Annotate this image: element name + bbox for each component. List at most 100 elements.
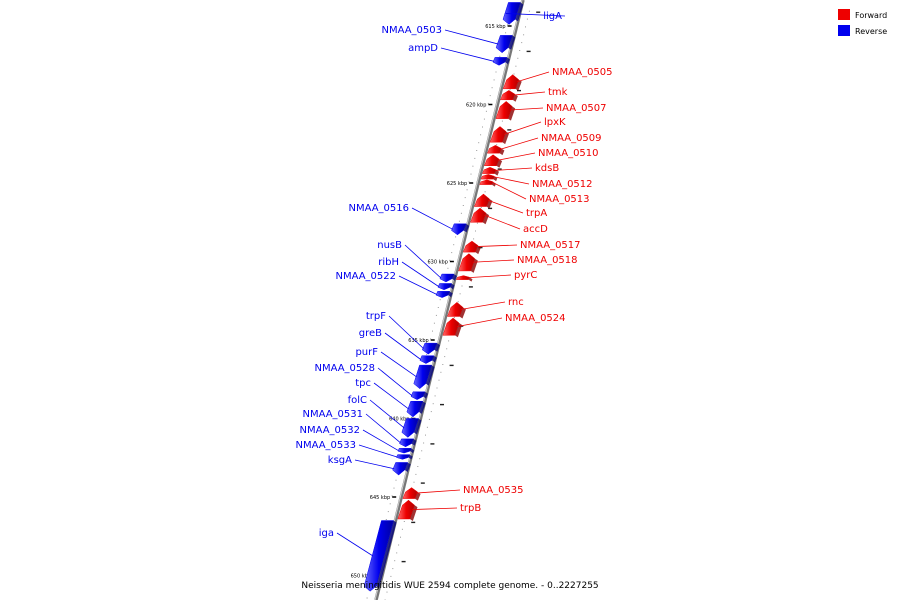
gene-NMAA_0528[interactable] — [410, 391, 429, 400]
gene-iga[interactable] — [363, 520, 397, 592]
gene-label[interactable]: tmk — [548, 87, 568, 98]
gene-label[interactable]: NMAA_0528 — [314, 363, 375, 374]
gene-block[interactable] — [484, 154, 500, 166]
gene-block[interactable] — [419, 355, 435, 364]
gene-block[interactable] — [435, 291, 450, 298]
gene-label[interactable]: folC — [348, 395, 367, 406]
gene-kdsB[interactable] — [482, 167, 500, 176]
gene-block[interactable] — [442, 317, 460, 336]
gene-greB[interactable] — [419, 355, 437, 364]
gene-label[interactable]: ksgA — [328, 455, 352, 466]
gene-NMAA_0509[interactable] — [487, 145, 505, 156]
gene-label[interactable]: ligA — [543, 11, 562, 22]
gene-label[interactable]: trpB — [460, 503, 481, 514]
gene-block[interactable] — [439, 273, 455, 283]
gene-NMAA_0522[interactable] — [435, 291, 453, 298]
gene-block[interactable] — [402, 487, 418, 499]
minor-tick-dot — [387, 511, 389, 513]
gene-label[interactable]: pyrC — [514, 270, 537, 281]
gene-label[interactable]: NMAA_0503 — [381, 25, 442, 36]
gene-block[interactable] — [474, 193, 490, 207]
gene-accD[interactable] — [470, 207, 490, 225]
gene-label[interactable]: nusB — [377, 240, 402, 251]
gene-label[interactable]: NMAA_0522 — [335, 271, 396, 282]
gene-label[interactable]: ribH — [378, 257, 399, 268]
gene-label[interactable]: purF — [355, 347, 378, 358]
gene-label[interactable]: accD — [523, 224, 548, 235]
gene-NMAA_0505[interactable] — [502, 74, 522, 91]
gene-label[interactable]: NMAA_0535 — [463, 485, 524, 496]
gene-NMAA_0512[interactable] — [480, 174, 498, 182]
gene-NMAA_0535[interactable] — [402, 487, 421, 501]
gene-NMAA_0516[interactable] — [451, 223, 470, 236]
gene-lpxK[interactable] — [489, 126, 510, 145]
gene-block[interactable] — [500, 90, 516, 101]
gene-trpF[interactable] — [421, 342, 440, 355]
gene-block[interactable] — [410, 391, 426, 400]
gene-label[interactable]: iga — [319, 528, 334, 539]
gene-block[interactable] — [396, 454, 410, 460]
gene-block[interactable] — [482, 167, 497, 174]
gene-label[interactable]: kdsB — [535, 163, 559, 174]
gene-NMAA_0510[interactable] — [484, 154, 503, 168]
gene-label[interactable]: NMAA_0524 — [505, 313, 566, 324]
gene-block[interactable] — [462, 240, 479, 253]
gene-block[interactable] — [421, 342, 438, 355]
minor-tick-dot — [437, 307, 439, 308]
gene-block[interactable] — [363, 520, 394, 592]
gene-ribH[interactable] — [437, 283, 455, 291]
gene-NMAA_0531[interactable] — [399, 438, 417, 448]
legend-label-reverse: Reverse — [855, 27, 887, 36]
gene-block[interactable] — [489, 126, 507, 143]
gene-block[interactable] — [456, 275, 470, 280]
gene-label[interactable]: NMAA_0507 — [546, 103, 607, 114]
gene-block[interactable] — [401, 418, 419, 438]
gene-label[interactable]: trpA — [526, 208, 547, 219]
gene-label[interactable]: NMAA_0517 — [520, 240, 581, 251]
gene-label[interactable]: NMAA_0505 — [552, 67, 613, 78]
gene-folC[interactable] — [401, 418, 422, 438]
gene-label[interactable]: NMAA_0512 — [532, 179, 593, 190]
gene-label[interactable]: NMAA_0518 — [517, 255, 578, 266]
gene-label[interactable]: NMAA_0509 — [541, 133, 602, 144]
gene-NMAA_0524[interactable] — [442, 317, 463, 338]
gene-NMAA_0517[interactable] — [462, 240, 481, 255]
gene-label[interactable]: NMAA_0516 — [348, 203, 409, 214]
gene-label[interactable]: lpxK — [544, 117, 566, 128]
gene-rnc[interactable] — [447, 301, 466, 319]
gene-purF[interactable] — [413, 364, 435, 389]
gene-NMAA_0513[interactable] — [479, 179, 496, 187]
gene-label[interactable]: NMAA_0531 — [302, 409, 363, 420]
gene-block[interactable] — [451, 223, 467, 236]
gene-label[interactable]: trpF — [366, 311, 386, 322]
gene-label[interactable]: NMAA_0513 — [529, 194, 590, 205]
gene-label[interactable]: ampD — [408, 43, 438, 54]
gene-block[interactable] — [495, 35, 513, 54]
gene-label[interactable]: rnc — [508, 297, 524, 308]
gene-block[interactable] — [437, 283, 452, 291]
gene-label[interactable]: NMAA_0533 — [295, 440, 356, 451]
minor-tick-dot — [428, 418, 430, 420]
legend-swatch-reverse — [838, 25, 850, 36]
gene-label[interactable]: tpc — [355, 378, 371, 389]
gene-block[interactable] — [492, 57, 508, 66]
gene-block[interactable] — [406, 400, 424, 418]
gene-block[interactable] — [397, 448, 412, 454]
minor-tick-dot — [432, 330, 433, 332]
gene-nusB[interactable] — [439, 273, 457, 283]
gene-block[interactable] — [399, 438, 414, 448]
gene-block[interactable] — [487, 145, 502, 154]
gene-block[interactable] — [480, 174, 495, 180]
leader-line — [472, 259, 515, 263]
gene-pyrC[interactable] — [456, 275, 473, 282]
gene-NMAA_0503[interactable] — [495, 35, 516, 54]
gene-block[interactable] — [413, 364, 432, 389]
gene-label[interactable]: NMAA_0510 — [538, 148, 599, 159]
gene-block[interactable] — [479, 179, 494, 185]
gene-ampD[interactable] — [492, 57, 510, 66]
gene-tpc[interactable] — [406, 400, 426, 418]
gene-label[interactable]: greB — [359, 328, 382, 339]
gene-label[interactable]: NMAA_0532 — [299, 425, 360, 436]
gene-ksgA[interactable] — [392, 462, 411, 476]
gene-tmk[interactable] — [500, 90, 518, 102]
